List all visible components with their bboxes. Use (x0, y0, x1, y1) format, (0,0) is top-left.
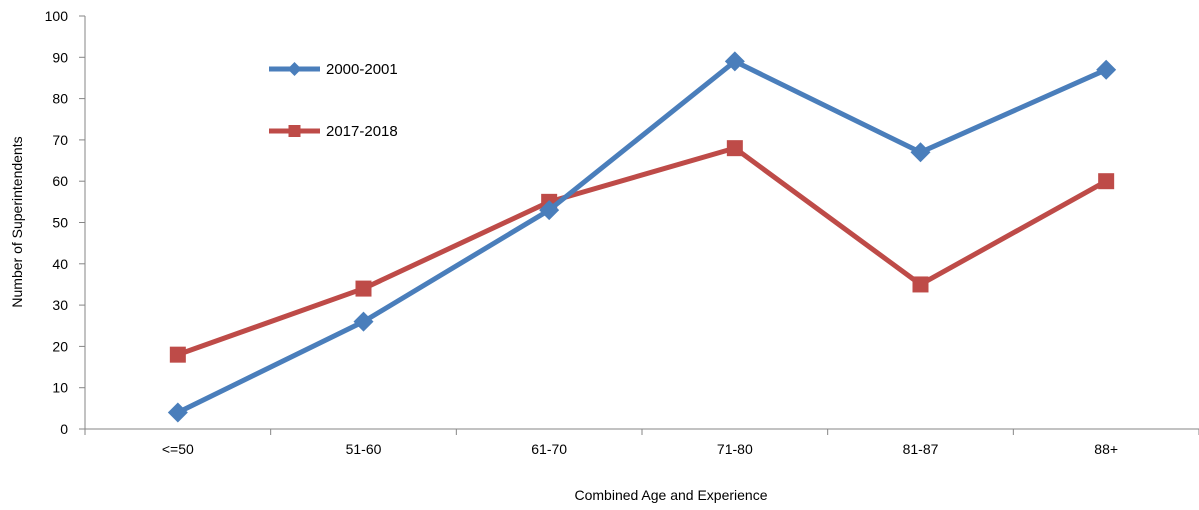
legend-label: 2000-2001 (326, 61, 398, 78)
y-tick-label: 60 (52, 173, 68, 189)
x-tick-label: 88+ (1094, 441, 1118, 457)
data-point (355, 280, 372, 297)
series-line (175, 58, 1109, 415)
data-point (910, 142, 931, 163)
series-layer (167, 51, 1117, 423)
legend-item: 2000-2001 (269, 61, 398, 78)
x-tick-label: 81-87 (903, 441, 939, 457)
y-tick-label: 100 (45, 8, 69, 24)
x-axis-ticks: <=50 51-60 61-70 71-80 81-87 88+ (84, 429, 1199, 457)
y-tick-label: 40 (52, 256, 68, 272)
data-point (353, 311, 374, 332)
legend-swatch-marker (288, 125, 301, 137)
x-tick-label: <=50 (162, 441, 194, 457)
legend-label: 2017-2018 (326, 123, 398, 140)
legend: 2000-2001 2017-2018 (269, 61, 398, 140)
y-axis-title: Number of Superintendents (9, 136, 25, 307)
legend-item: 2017-2018 (269, 123, 398, 140)
data-point (169, 346, 186, 363)
series-line (175, 145, 1109, 358)
x-axis-title: Combined Age and Experience (574, 487, 767, 503)
y-axis-ticks: 0 10 20 30 40 50 60 70 80 90 100 (45, 8, 85, 437)
y-tick-label: 70 (52, 132, 68, 148)
series-0 (167, 51, 1117, 423)
data-point (1096, 59, 1117, 80)
legend-swatch-marker (287, 62, 302, 76)
data-point (1098, 173, 1115, 190)
x-tick-label: 61-70 (531, 441, 567, 457)
y-tick-label: 30 (52, 297, 68, 313)
series-1 (169, 140, 1115, 363)
data-point (539, 200, 560, 221)
data-point (167, 402, 188, 423)
y-tick-label: 80 (52, 91, 68, 107)
x-tick-label: 51-60 (346, 441, 382, 457)
data-point (726, 140, 743, 157)
data-point (912, 276, 929, 293)
x-tick-label: 71-80 (717, 441, 753, 457)
y-tick-label: 0 (60, 421, 68, 437)
y-tick-label: 20 (52, 338, 68, 354)
y-tick-label: 10 (52, 380, 68, 396)
data-point (724, 51, 745, 72)
y-tick-label: 50 (52, 215, 68, 231)
y-tick-label: 90 (52, 49, 68, 65)
